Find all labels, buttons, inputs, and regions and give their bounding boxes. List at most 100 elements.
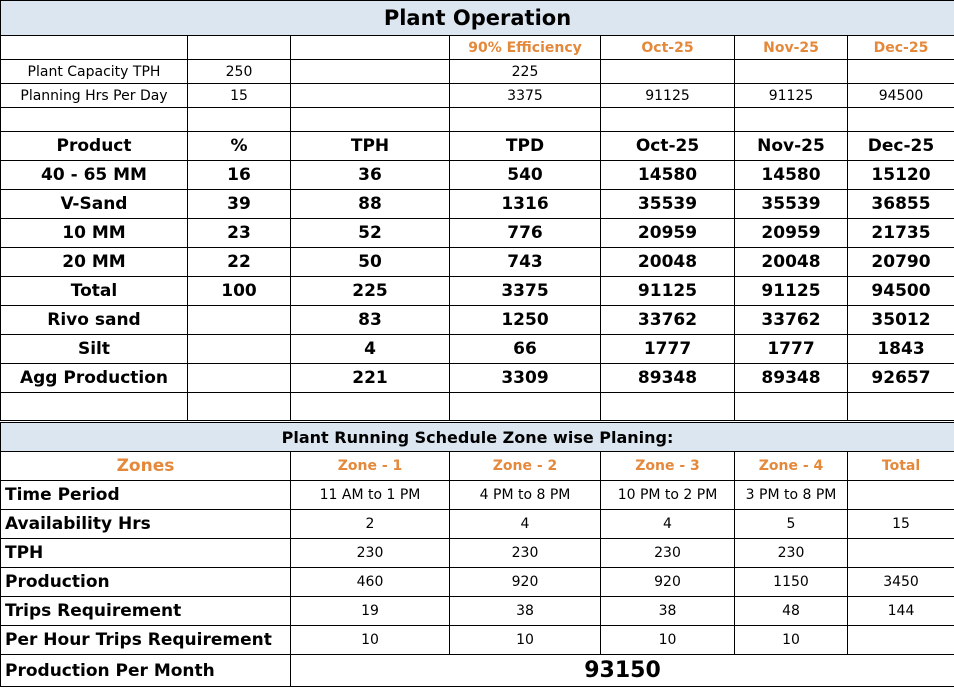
schedule-table: Plant Running Schedule Zone wise Planing… [0, 422, 954, 687]
cell: 36855 [847, 189, 954, 219]
table-row: 10 MM 23 52 776 20959 20959 21735 [0, 218, 954, 248]
row-label: Planning Hrs Per Day [0, 83, 188, 108]
cell: 4 [600, 509, 735, 539]
cell: 2 [290, 509, 450, 539]
schedule-row: Time Period 11 AM to 1 PM 4 PM to 8 PM 1… [0, 480, 954, 510]
cell: 21735 [847, 218, 954, 248]
spacer-row [0, 392, 954, 421]
empty-cell [600, 107, 735, 132]
cell: 1316 [449, 189, 601, 219]
cell: 20048 [734, 247, 848, 277]
cell: 10 [734, 625, 848, 655]
top-header-row: 90% Efficiency Oct-25 Nov-25 Dec-25 [0, 35, 954, 60]
schedule-label: Time Period [0, 480, 291, 510]
plant-operation-table: Plant Operation 90% Efficiency Oct-25 No… [0, 0, 954, 421]
cell: 14580 [734, 160, 848, 190]
product-name: Silt [0, 334, 188, 364]
zone-header: Zone - 4 [734, 451, 848, 481]
cell: 250 [187, 59, 291, 84]
cell [187, 305, 291, 335]
cell [847, 59, 954, 84]
zones-header: Zones [0, 451, 291, 481]
cell: 221 [290, 363, 450, 393]
schedule-row: Production 460 920 920 1150 3450 [0, 567, 954, 597]
cell: 66 [449, 334, 601, 364]
cell: 94500 [847, 83, 954, 108]
cell: 3 PM to 8 PM [734, 480, 848, 510]
cell: 33762 [600, 305, 735, 335]
empty-cell [187, 107, 291, 132]
cell: 3375 [449, 83, 601, 108]
zone-header: Zone - 1 [290, 451, 450, 481]
cell: 39 [187, 189, 291, 219]
cell: 35012 [847, 305, 954, 335]
row-label: Plant Capacity TPH [0, 59, 188, 84]
cell: 16 [187, 160, 291, 190]
cell: 94500 [847, 276, 954, 306]
table-row: Agg Production 221 3309 89348 89348 9265… [0, 363, 954, 393]
col-header: Dec-25 [847, 131, 954, 161]
col-header: Product [0, 131, 188, 161]
cell: 20048 [600, 247, 735, 277]
product-name: V-Sand [0, 189, 188, 219]
cell: 540 [449, 160, 601, 190]
table-row: Silt 4 66 1777 1777 1843 [0, 334, 954, 364]
total-header: Total [846, 451, 954, 481]
cell: 230 [734, 538, 848, 568]
col-header: % [187, 131, 291, 161]
cell: 89348 [600, 363, 735, 393]
cell: 1150 [734, 567, 848, 597]
cell: 11 AM to 1 PM [290, 480, 450, 510]
cell: 776 [449, 218, 601, 248]
page-title: Plant Operation [0, 0, 954, 36]
zone-header: Zone - 2 [449, 451, 601, 481]
cell: 4 [449, 509, 601, 539]
table-row: 20 MM 22 50 743 20048 20048 20790 [0, 247, 954, 277]
cell: 100 [187, 276, 291, 306]
cell: 36 [290, 160, 450, 190]
product-name: 40 - 65 MM [0, 160, 188, 190]
cell: 35539 [600, 189, 735, 219]
cell: 52 [290, 218, 450, 248]
product-name: 10 MM [0, 218, 188, 248]
cell: 38 [449, 596, 601, 626]
efficiency-header: 90% Efficiency [449, 35, 601, 60]
cell [290, 59, 450, 84]
zone-header: Zone - 3 [600, 451, 735, 481]
production-per-month-row: Production Per Month 93150 [0, 654, 954, 687]
schedule-title: Plant Running Schedule Zone wise Planing… [0, 422, 954, 452]
schedule-label: Per Hour Trips Requirement [0, 625, 291, 655]
cell: 38 [600, 596, 735, 626]
empty-cell [734, 107, 848, 132]
cell [846, 480, 954, 510]
cell: 23 [187, 218, 291, 248]
spacer-row [0, 107, 954, 132]
cell: 10 [449, 625, 601, 655]
cell: 10 [600, 625, 735, 655]
cell: 35539 [734, 189, 848, 219]
schedule-label: Trips Requirement [0, 596, 291, 626]
cell [846, 625, 954, 655]
schedule-row: TPH 230 230 230 230 [0, 538, 954, 568]
top-header-cell [290, 35, 450, 60]
cell: 3375 [449, 276, 601, 306]
cell: 15 [187, 83, 291, 108]
empty-cell [290, 392, 450, 421]
cell: 743 [449, 247, 601, 277]
cell: 91125 [600, 276, 735, 306]
schedule-label: Availability Hrs [0, 509, 291, 539]
cell [187, 363, 291, 393]
cell: 1777 [600, 334, 735, 364]
cell: 92657 [847, 363, 954, 393]
cell: 33762 [734, 305, 848, 335]
plant-capacity-row: Plant Capacity TPH 250 225 [0, 59, 954, 84]
cell: 230 [290, 538, 450, 568]
cell: 88 [290, 189, 450, 219]
empty-cell [0, 392, 188, 421]
per-month-label: Production Per Month [0, 654, 291, 687]
col-header: Oct-25 [600, 131, 735, 161]
cell: 83 [290, 305, 450, 335]
empty-cell [847, 392, 954, 421]
schedule-row: Trips Requirement 19 38 38 48 144 [0, 596, 954, 626]
